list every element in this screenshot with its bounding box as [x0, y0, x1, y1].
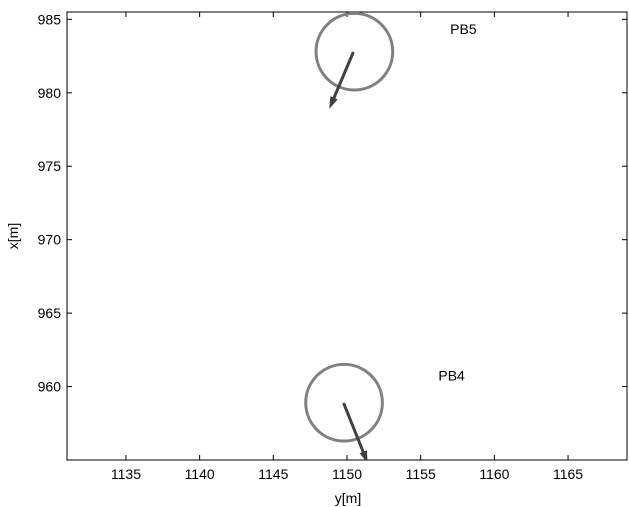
- arrow-head-pb5: [329, 96, 338, 109]
- y-tick-label-5: 985: [38, 11, 62, 27]
- circle-pb5: [314, 12, 395, 92]
- marks: [304, 12, 395, 460]
- ticks: 1135 1140 1145 1150 1155 1160 1165 960 965 970 975…: [38, 11, 627, 482]
- x-tick-label-3: 1150: [332, 466, 362, 482]
- x-tick-label-0: 1135: [111, 466, 141, 482]
- y-tick-label-4: 980: [38, 85, 62, 101]
- circle-pb4: [304, 362, 384, 443]
- y-axis-label: x[m]: [5, 223, 21, 249]
- arrow-shaft-pb5: [332, 51, 355, 100]
- x-tick-label-1: 1140: [185, 466, 215, 482]
- y-tick-label-3: 975: [38, 158, 62, 174]
- y-tick-label-0: 960: [38, 379, 62, 395]
- x-tick-label-6: 1165: [553, 466, 583, 482]
- y-tick-label-1: 965: [38, 305, 62, 321]
- arrow-head-pb4: [359, 450, 368, 460]
- x-tick-label-5: 1160: [479, 466, 509, 482]
- y-tick-label-2: 970: [38, 232, 62, 248]
- x-axis-label: y[m]: [335, 490, 361, 506]
- label-pb4: PB4: [438, 368, 465, 384]
- plot-area: [66, 11, 628, 461]
- annotations: PB5 PB4: [438, 21, 476, 384]
- x-tick-label-2: 1145: [258, 466, 288, 482]
- arrow-shaft-pb4: [342, 402, 365, 454]
- x-tick-label-4: 1155: [406, 466, 436, 482]
- label-pb5: PB5: [450, 21, 477, 37]
